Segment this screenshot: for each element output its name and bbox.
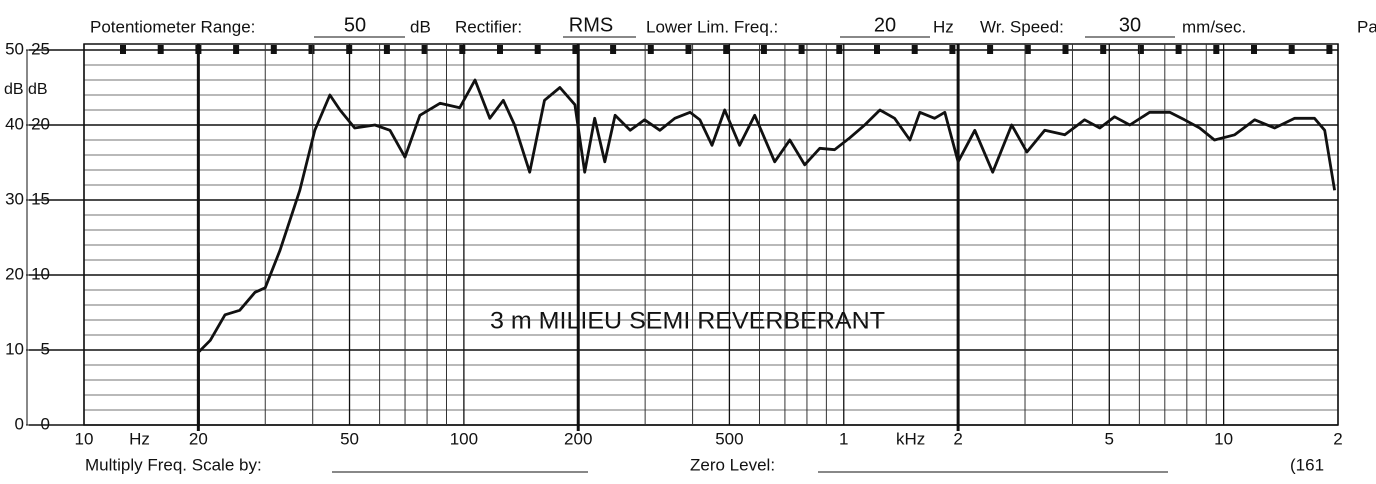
x-tick-label: 10 <box>1214 429 1233 448</box>
y2-axis-label: dB <box>28 81 48 98</box>
header-unit: mm/sec. <box>1182 17 1246 36</box>
y2-tick-label: 5 <box>41 339 50 358</box>
header-label: Potentiometer Range: <box>90 17 255 36</box>
x-tick-label: 200 <box>564 429 592 448</box>
header-unit: dB <box>410 17 431 36</box>
header-unit: Hz <box>933 17 954 36</box>
y-tick-label: 50 <box>5 39 24 58</box>
footer-cut-text: (161 <box>1290 455 1324 474</box>
annotation: 3 m MILIEU SEMI REVERBERANT <box>490 307 885 334</box>
footer-label: Zero Level: <box>690 455 775 474</box>
header-value: RMS <box>569 14 613 36</box>
x-unit-label: Hz <box>129 429 150 448</box>
y2-tick-label: 20 <box>31 114 50 133</box>
header-cut-text: Pa <box>1357 17 1376 36</box>
header-value: 50 <box>344 14 366 36</box>
x-tick-label: 10 <box>75 429 94 448</box>
header-label: Rectifier: <box>455 17 522 36</box>
y-tick-label: 0 <box>15 414 24 433</box>
x-unit-label: kHz <box>896 429 925 448</box>
x-tick-label: 1 <box>839 429 848 448</box>
x-tick-label: 20 <box>189 429 208 448</box>
header: Potentiometer Range: 50 dB Rectifier: RM… <box>90 14 1376 38</box>
x-tick-label: 500 <box>715 429 743 448</box>
footer-label: Multiply Freq. Scale by: <box>85 455 262 474</box>
plot-frame <box>83 43 1339 426</box>
y-axis-label: dB <box>4 81 24 98</box>
y2-tick-label: 15 <box>31 189 50 208</box>
y-tick-label: 10 <box>5 339 24 358</box>
x-tick-label: 100 <box>450 429 478 448</box>
header-value: 20 <box>874 14 896 36</box>
x-tick-label: 5 <box>1105 429 1114 448</box>
y2-tick-label: 25 <box>31 39 50 58</box>
y2-tick-label: 0 <box>41 414 50 433</box>
header-label: Wr. Speed: <box>980 17 1064 36</box>
x-tick-label: 2 <box>953 429 962 448</box>
x-tick-label: 2 <box>1333 429 1342 448</box>
y2-tick-label: 10 <box>31 264 50 283</box>
x-tick-label: 50 <box>340 429 359 448</box>
y-tick-label: 20 <box>5 264 24 283</box>
header-label: Lower Lim. Freq.: <box>646 17 778 36</box>
response-line <box>197 78 1336 427</box>
header-value: 30 <box>1119 14 1141 36</box>
y-tick-label: 40 <box>5 114 24 133</box>
y-tick-label: 30 <box>5 189 24 208</box>
